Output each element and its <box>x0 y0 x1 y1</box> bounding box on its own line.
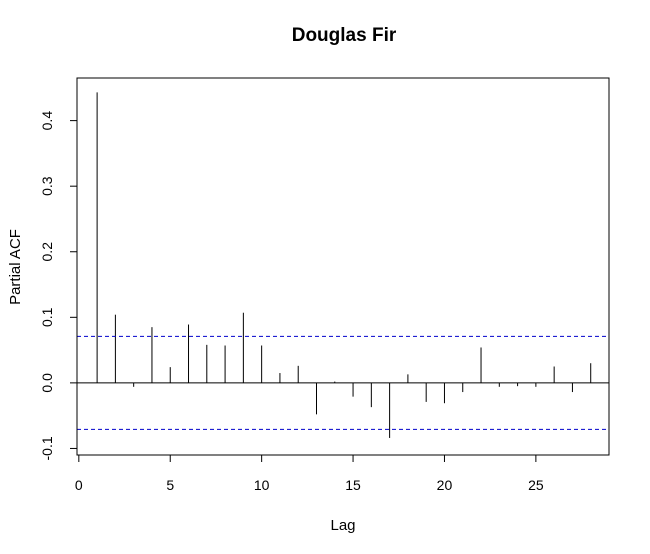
pacf-bars <box>96 92 592 438</box>
x-tick-label-0: 0 <box>75 477 83 493</box>
y-tick-label-0.0: 0.0 <box>39 373 55 393</box>
reference-lines <box>77 335 609 430</box>
plot-frame <box>76 77 610 456</box>
x-tick-label-10: 10 <box>254 477 270 493</box>
chart-title: Douglas Fir <box>292 25 397 46</box>
y-tick-label-0.4: 0.4 <box>39 111 55 131</box>
x-tick-label-25: 25 <box>528 477 544 493</box>
x-tick-label-15: 15 <box>345 477 361 493</box>
y-tick-label--0.1: -0.1 <box>39 436 55 460</box>
x-axis: 0 5 10 15 20 25 <box>75 454 544 493</box>
x-axis-label: Lag <box>330 517 355 534</box>
x-tick-label-20: 20 <box>437 477 453 493</box>
y-axis: -0.1 0.0 0.1 0.2 0.3 0.4 <box>39 111 78 461</box>
y-tick-label-0.2: 0.2 <box>39 242 55 262</box>
y-tick-label-0.1: 0.1 <box>39 307 55 327</box>
y-axis-label: Partial ACF <box>7 229 24 305</box>
x-tick-label-5: 5 <box>166 477 174 493</box>
y-tick-label-0.3: 0.3 <box>39 176 55 196</box>
